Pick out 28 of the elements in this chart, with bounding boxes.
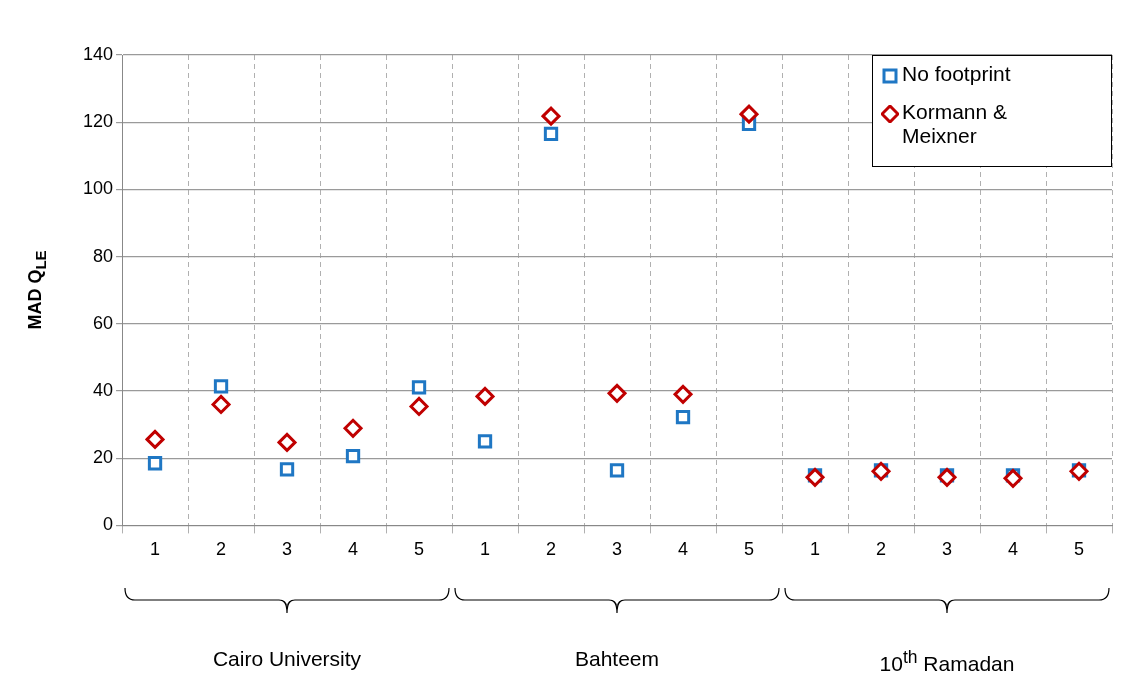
y-tick-label: 40 xyxy=(93,379,114,400)
y-tick-label: 60 xyxy=(93,312,114,333)
x-tick-label: 5 xyxy=(414,539,425,560)
x-tick-label: 1 xyxy=(480,539,491,560)
text: Bahteem xyxy=(574,647,660,672)
legend-label: Kormann & Meixner xyxy=(902,100,1009,148)
x-tick-label: 5 xyxy=(744,539,755,560)
y-tick-label: 20 xyxy=(93,447,114,468)
x-tick-label: 3 xyxy=(942,539,953,560)
x-tick-label: 2 xyxy=(876,539,887,560)
x-tick-label: 4 xyxy=(1008,539,1019,560)
x-tick-label: 5 xyxy=(1073,539,1085,560)
text: 10$^{th}$ Ramadan xyxy=(879,647,1015,677)
y-tick-label: 140 xyxy=(82,43,114,64)
x-tick-label: 3 xyxy=(282,539,293,560)
text: Cairo University xyxy=(212,647,362,672)
x-tick-label: 2 xyxy=(546,539,557,560)
y-tick-label: 0 xyxy=(103,514,114,535)
y-tick-label: 120 xyxy=(82,111,114,132)
x-tick-label: 1 xyxy=(150,539,161,560)
x-tick-label: 4 xyxy=(348,539,359,560)
x-tick-label: 4 xyxy=(678,539,689,560)
x-tick-label: 1 xyxy=(810,539,821,560)
x-tick-label: 3 xyxy=(612,539,623,560)
legend-label: No footprint xyxy=(902,62,1011,86)
y-tick-label: 80 xyxy=(93,245,114,266)
y-tick-label: 100 xyxy=(82,178,114,199)
x-tick-label: 2 xyxy=(216,539,227,560)
